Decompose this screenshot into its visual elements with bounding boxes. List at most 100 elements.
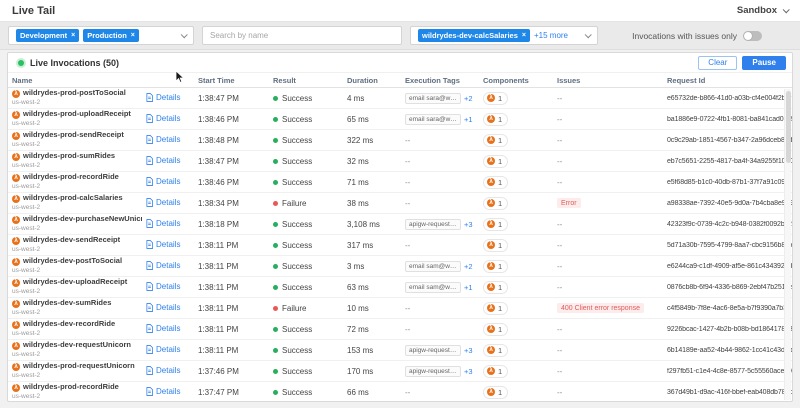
result-status-icon [273, 116, 278, 122]
invocation-row[interactable]: λ wildrydes-dev-postToSocial us-west-2 D… [8, 256, 792, 277]
details-link[interactable]: Details [146, 114, 180, 123]
issues-cell: -- [553, 325, 663, 334]
invocation-row[interactable]: λ wildrydes-prod-recordRide us-west-2 De… [8, 172, 792, 193]
execution-tag-chip[interactable]: apigw-request-id... [405, 344, 461, 356]
more-tags-link[interactable]: +3 [464, 366, 473, 376]
components-pill[interactable]: λ 1 [483, 238, 509, 252]
search-input[interactable] [202, 26, 402, 45]
request-id-cell: 367d49b1-d9ac-416f-bbef-eab408db789b [667, 388, 792, 396]
issue-badge[interactable]: Error [557, 198, 581, 209]
execution-tag-chip[interactable]: email sam@wild... [405, 281, 461, 293]
remove-function-icon[interactable]: × [521, 32, 526, 39]
more-tags-link[interactable]: +3 [464, 219, 473, 229]
env-chip-development[interactable]: Development × [16, 29, 80, 42]
components-pill[interactable]: λ 1 [483, 364, 509, 378]
invocation-row[interactable]: λ wildrydes-prod-requestUnicorn us-west-… [8, 361, 792, 382]
components-pill[interactable]: λ 1 [483, 280, 509, 294]
execution-tag-chip[interactable]: apigw-request-id... [405, 365, 461, 377]
function-chip[interactable]: wildrydes-dev-calcSalaries × [418, 29, 530, 42]
issue-badge[interactable]: 400 Client error response [557, 303, 644, 314]
components-pill[interactable]: λ 1 [483, 259, 509, 273]
function-name: wildrydes-dev-uploadReceipt [23, 278, 128, 287]
issues-cell: -- [553, 115, 663, 124]
start-time-cell: 1:37:46 PM [198, 366, 239, 376]
components-pill[interactable]: λ 1 [483, 133, 509, 147]
invocation-row[interactable]: λ wildrydes-dev-recordRide us-west-2 Det… [8, 319, 792, 340]
lambda-icon: λ [12, 173, 20, 182]
components-pill[interactable]: λ 1 [483, 217, 509, 231]
details-link[interactable]: Details [146, 303, 180, 312]
env-chip-production[interactable]: Production × [83, 29, 139, 42]
more-functions-link[interactable]: +15 more [533, 31, 569, 40]
components-pill[interactable]: λ 1 [483, 154, 509, 168]
invocation-row[interactable]: λ wildrydes-prod-sumRides us-west-2 Deta… [8, 151, 792, 172]
more-tags-link[interactable]: +1 [464, 114, 473, 124]
invocation-row[interactable]: λ wildrydes-prod-uploadReceipt us-west-2… [8, 109, 792, 130]
details-link[interactable]: Details [146, 219, 180, 228]
pause-button[interactable]: Pause [742, 55, 786, 70]
components-pill[interactable]: λ 1 [483, 343, 509, 357]
vertical-scrollbar[interactable] [784, 89, 791, 400]
result-cell: Success [269, 115, 343, 124]
invocation-row[interactable]: λ wildrydes-dev-sendReceipt us-west-2 De… [8, 235, 792, 256]
execution-tag-chip[interactable]: email sara@wild... [405, 92, 461, 104]
details-link[interactable]: Details [146, 93, 180, 102]
clear-button[interactable]: Clear [698, 55, 738, 70]
request-id-cell: 6b14189e-aa52-4b44-9862-1cc41c43d5fd [667, 346, 792, 354]
lambda-icon: λ [487, 388, 495, 396]
remove-development-icon[interactable]: × [71, 32, 76, 39]
more-tags-link[interactable]: +2 [464, 261, 473, 271]
start-time-cell: 1:38:46 PM [198, 177, 239, 187]
scrollbar-thumb[interactable] [786, 91, 791, 163]
invocation-row[interactable]: λ wildrydes-dev-sumRides us-west-2 Detai… [8, 298, 792, 319]
details-link[interactable]: Details [146, 261, 180, 270]
components-pill[interactable]: λ 1 [483, 196, 509, 210]
components-pill[interactable]: λ 1 [483, 322, 509, 336]
invocation-row[interactable]: λ wildrydes-prod-calcSalaries us-west-2 … [8, 193, 792, 214]
details-link[interactable]: Details [146, 366, 180, 375]
execution-tags-cell: apigw-request-id... +3 [401, 365, 479, 377]
details-link[interactable]: Details [146, 156, 180, 165]
function-filter-select[interactable]: wildrydes-dev-calcSalaries × +15 more [410, 26, 598, 45]
details-link[interactable]: Details [146, 387, 180, 396]
result-label: Success [282, 135, 313, 145]
details-link[interactable]: Details [146, 282, 180, 291]
more-tags-link[interactable]: +1 [464, 282, 473, 292]
lambda-icon: λ [12, 131, 20, 140]
more-tags-link[interactable]: +3 [464, 345, 473, 355]
lambda-icon: λ [12, 320, 20, 329]
duration-cell: 153 ms [347, 345, 374, 355]
invocation-row[interactable]: λ wildrydes-dev-requestUnicorn us-west-2… [8, 340, 792, 361]
invocation-row[interactable]: λ wildrydes-prod-recordRide us-west-2 De… [8, 382, 792, 401]
execution-tag-chip[interactable]: email sam@wild... [405, 260, 461, 272]
request-id-cell: e6244ca9-c1df-4909-af5e-861c4343927d [667, 262, 792, 270]
components-pill[interactable]: λ 1 [483, 385, 509, 399]
details-link[interactable]: Details [146, 135, 180, 144]
details-link[interactable]: Details [146, 240, 180, 249]
details-link[interactable]: Details [146, 198, 180, 207]
invocation-row[interactable]: λ wildrydes-prod-postToSocial us-west-2 … [8, 88, 792, 109]
environment-selector[interactable]: Sandbox [737, 5, 790, 16]
invocation-row[interactable]: λ wildrydes-prod-sendReceipt us-west-2 D… [8, 130, 792, 151]
chevron-down-icon [584, 31, 592, 39]
components-pill[interactable]: λ 1 [483, 112, 509, 126]
execution-tag-chip[interactable]: apigw-request-id... [405, 218, 461, 230]
result-status-icon [273, 242, 278, 248]
details-label: Details [156, 239, 181, 249]
invocation-row[interactable]: λ wildrydes-dev-uploadReceipt us-west-2 … [8, 277, 792, 298]
details-label: Details [156, 302, 181, 312]
issues-only-toggle[interactable] [743, 30, 762, 41]
details-link[interactable]: Details [146, 324, 180, 333]
invocation-row[interactable]: λ wildrydes-dev-purchaseNewUnicron us-we… [8, 214, 792, 235]
start-time-cell: 1:38:11 PM [198, 240, 239, 250]
remove-production-icon[interactable]: × [130, 32, 135, 39]
start-time-cell: 1:38:11 PM [198, 345, 239, 355]
components-pill[interactable]: λ 1 [483, 301, 509, 315]
more-tags-link[interactable]: +2 [464, 93, 473, 103]
details-link[interactable]: Details [146, 345, 180, 354]
details-link[interactable]: Details [146, 177, 180, 186]
components-pill[interactable]: λ 1 [483, 91, 509, 105]
execution-tag-chip[interactable]: email sara@wild... [405, 113, 461, 125]
components-pill[interactable]: λ 1 [483, 175, 509, 189]
environment-filter-select[interactable]: Development × Production × [8, 26, 194, 45]
